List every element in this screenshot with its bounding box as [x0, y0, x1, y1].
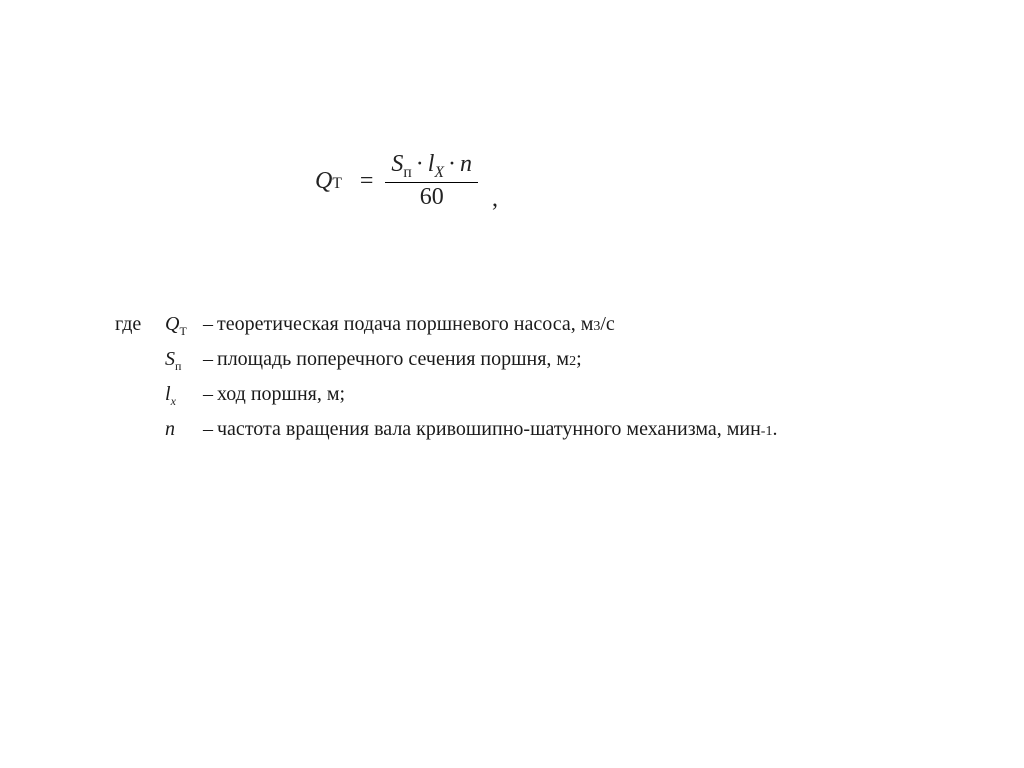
def-sym-4-var: n [165, 418, 175, 440]
def-text-1-pre: теоретическая подача поршневого насоса, … [217, 310, 593, 338]
def-sym-4: n [165, 415, 203, 450]
def-sym-3-sub: x [171, 394, 176, 408]
formula-fraction: Sп·lX·n 60 [385, 150, 478, 211]
num-var-S: S [391, 151, 403, 177]
formula-lhs-sub: Т [332, 176, 342, 192]
formula-trailing-comma: , [492, 187, 498, 211]
def-text-2-post: ; [576, 345, 582, 373]
def-unit-sup-1: 3 [593, 313, 600, 341]
formula-equals: = [360, 169, 374, 193]
formula-lhs: QТ [315, 169, 342, 193]
page: QТ = Sп·lX·n 60 , где QТ – теоретическая… [0, 0, 1024, 768]
def-line-3: lx – ход поршня, м; [115, 380, 777, 415]
formula-denominator: 60 [414, 183, 450, 211]
def-line-1: где QТ – теоретическая подача поршневого… [115, 310, 777, 345]
def-text-1-post: /с [600, 310, 614, 338]
def-dash-4: – [203, 415, 213, 443]
def-unit-sup-4: -1 [761, 418, 773, 446]
def-text-3-pre: ход поршня, м; [217, 380, 345, 408]
main-formula: QТ = Sп·lX·n 60 , [315, 150, 498, 211]
def-line-4: n – частота вращения вала кривошипно-шат… [115, 415, 777, 450]
num-dot-1: · [416, 151, 424, 177]
def-dash-1: – [203, 310, 213, 338]
def-sym-2: Sп [165, 345, 203, 380]
num-dot-2: · [448, 151, 456, 177]
definitions-block: где QТ – теоретическая подача поршневого… [115, 310, 777, 450]
formula-numerator: Sп·lX·n [385, 150, 478, 182]
def-dash-3: – [203, 380, 213, 408]
def-text-4-post: . [772, 415, 777, 443]
def-sym-1: QТ [165, 310, 203, 345]
formula-row: QТ = Sп·lX·n 60 , [315, 150, 498, 211]
where-label: где [115, 310, 165, 338]
def-line-2: Sп – площадь поперечного сечения поршня,… [115, 345, 777, 380]
formula-lhs-var: Q [315, 169, 332, 193]
def-sym-1-sub: Т [179, 324, 186, 338]
def-sym-2-var: S [165, 348, 175, 370]
def-sym-1-var: Q [165, 313, 179, 335]
def-text-4-pre: частота вращения вала кривошипно-шатунно… [217, 415, 761, 443]
num-sub-X: X [434, 164, 444, 181]
num-sub-p: п [403, 164, 411, 181]
def-unit-sup-2: 2 [569, 348, 576, 376]
def-dash-2: – [203, 345, 213, 373]
num-var-n: n [460, 151, 472, 177]
def-sym-2-sub: п [175, 359, 181, 373]
def-text-2-pre: площадь поперечного сечения поршня, м [217, 345, 569, 373]
def-sym-3: lx [165, 380, 203, 415]
